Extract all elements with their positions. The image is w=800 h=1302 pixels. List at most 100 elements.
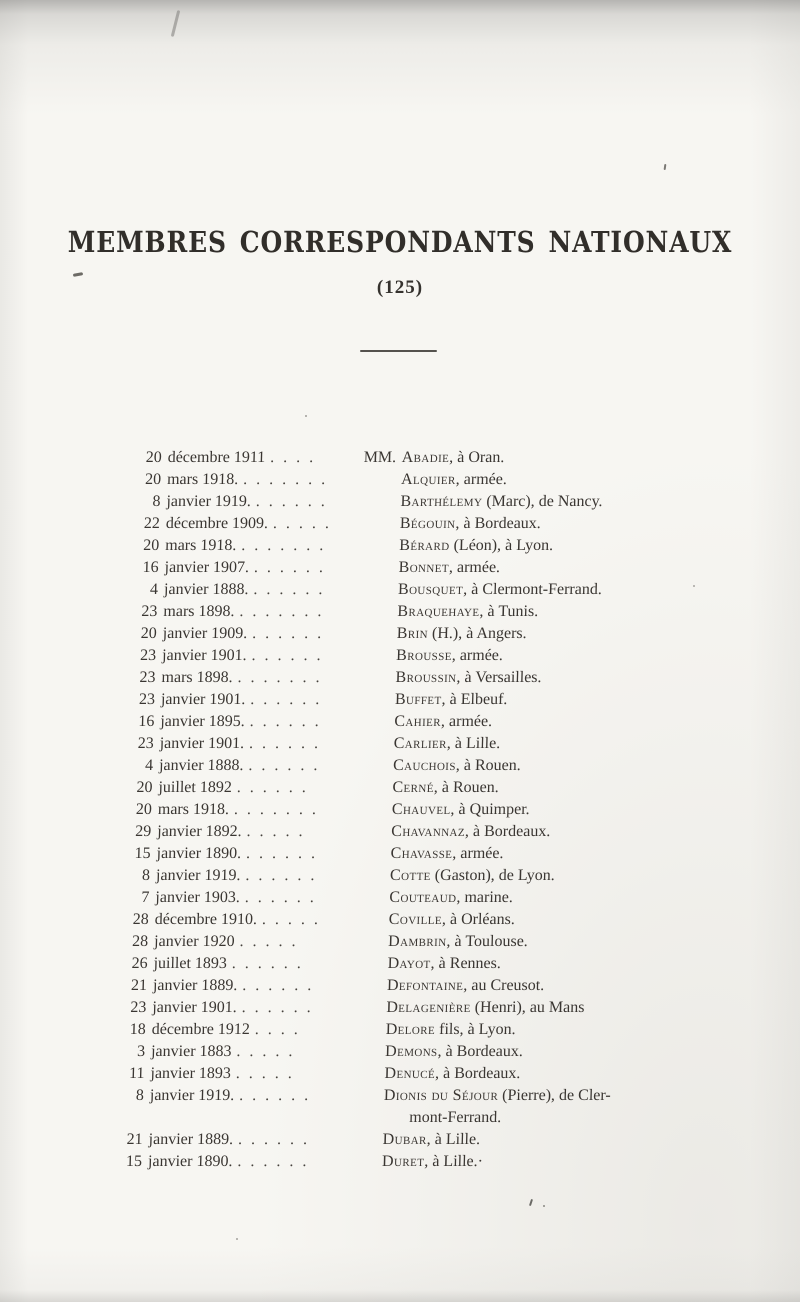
leader-dots: . . . . . . [253,581,326,598]
list-item: 3 janvier 1883. . . . . Demons, à Bordeau… [123,1041,754,1063]
entry-member: Brousse, armée. [396,645,765,667]
member-surname: Buffet [394,691,442,708]
member-surname: Chavasse [390,845,453,862]
member-detail: , à Rouen. [455,757,521,774]
entry-member: Duret, à Lille.· [382,1151,751,1173]
list-item: 8 janvier 1919.. . . . . . Cotte (Gaston)… [128,865,759,887]
entry-month-year: mars 1898. [163,603,235,620]
member-surname: Defontaine [386,977,464,994]
paper-speck [693,585,695,587]
entry-member: Bégouin, à Bordeaux. [400,513,769,535]
entry-date: 16 janvier 1907.. . . . . . [136,557,399,579]
leader-dots: . . . . . . [253,559,326,576]
entry-day: 28 [132,911,150,928]
entry-member: Chavasse, armée. [390,843,759,865]
entry-date: 23 janvier 1901.. . . . . . [131,733,394,755]
leader-dots: . . . . . [239,933,299,950]
entry-date: 21 janvier 1889.. . . . . . [120,1129,383,1151]
entry-date: 8 janvier 1919.. . . . . . [138,491,401,513]
list-item: 4 janvier 1888.. . . . . . Bousquet, à Cl… [136,579,767,601]
member-detail: (H.), à Angers. [427,625,527,642]
entry-day: 20 [144,471,162,488]
entry-month-year: janvier 1920 [153,933,235,950]
member-detail: , armée. [452,845,504,862]
entry-date: 23 mars 1898.. . . . . . . [135,601,398,623]
list-item: 20 juillet 1892. . . . . . Cerné, à Rouen… [130,777,761,799]
entry-date: 4 janvier 1888.. . . . . . [136,579,399,601]
member-surname: Duret [381,1153,425,1170]
entry-month-year: janvier 1895. [160,713,245,730]
entry-month-year: janvier 1888. [163,581,249,598]
entry-month-year: mars 1918. [166,471,239,488]
entry-date: 16 janvier 1895.. . . . . . [132,711,395,733]
list-item: 22 décembre 1909.. . . . . Bégouin, à Bor… [138,513,769,535]
member-surname: Dambrin [387,933,447,950]
member-detail: , à Orléans. [441,911,516,928]
list-item: 28 décembre 1910.. . . . . Coville, à Orl… [126,909,757,931]
entry-day: 20 [135,801,153,818]
entry-member: Bousquet, à Clermont-Ferrand. [398,579,767,601]
list-item: 4 janvier 1888.. . . . . . Cauchois, à Ro… [131,755,762,777]
list-item: 11 janvier 1893. . . . . Denucé, à Bordea… [122,1063,753,1085]
member-surname: Couteaud [389,889,457,906]
entry-day: 20 [140,625,158,642]
entry-day: 28 [131,933,149,950]
entry-day: 11 [128,1065,145,1082]
ink-speck [528,1198,534,1207]
entry-month-year: janvier 1919. [149,1087,235,1104]
pen-slash-mark [170,10,181,37]
entry-month-year: janvier 1903. [155,889,241,906]
entry-member: Bérard (Léon), à Lyon. [399,535,768,557]
list-item: 23 mars 1898.. . . . . . . Broussin, à Ve… [133,667,764,689]
entry-day: 15 [125,1153,143,1170]
entry-day: 8 [141,867,151,884]
leader-dots: . . . . . . [245,845,318,862]
leader-dots: . . . . . . [255,493,328,510]
leader-dots: . . . . . . [248,757,321,774]
leader-dots: . . . . . . [251,625,324,642]
entry-day: 22 [143,515,161,532]
separator-rule [360,350,437,352]
member-detail: , à Quimper. [450,801,530,818]
leader-dots: . . . . . . . [242,471,328,488]
entry-member: Coville, à Orléans. [388,909,757,931]
member-detail: (Pierre), de Cler- [497,1087,611,1104]
entry-month-year: janvier 1889. [152,977,238,994]
entry-member: Dayot, à Rennes. [387,953,756,975]
entry-member: Braquehaye, à Tunis. [397,601,766,623]
leader-dots: . . . . . . [248,735,321,752]
member-surname: Carlier [393,735,448,752]
member-surname: Denucé [384,1065,436,1082]
leader-dots: . . . . . . [237,1153,310,1170]
entry-member: Broussin, à Versailles. [395,667,764,689]
entry-day: 23 [130,999,147,1016]
leader-dots: . . . . . . [250,691,323,708]
list-item: 20 mars 1918.. . . . . . . Chauvel, à Qui… [130,799,761,821]
member-surname: Brousse [395,647,453,664]
entry-member: Cahier, armée. [394,711,763,733]
entry-date: 20 juillet 1892. . . . . . [130,777,393,799]
member-surname: Delore [385,1021,436,1038]
member-surname: Bérard [399,537,450,554]
entry-member: Delagenière (Henri), au Mans [386,997,755,1019]
list-item: 20 décembre 1911. . . . MM. Abadie, à Oran… [139,447,770,469]
member-surname: Bégouin [399,515,456,532]
entry-month-year: janvier 1890. [147,1153,233,1170]
entry-day: 26 [131,955,148,972]
member-detail: , à Rennes. [430,955,502,972]
entry-month-year: janvier 1883 [150,1043,232,1060]
leader-dots: . . . . . [246,823,306,840]
entry-date: 8 janvier 1919.. . . . . . [121,1085,384,1129]
entry-month-year: janvier 1901. [159,735,245,752]
member-detail: , à Lille. [426,1131,481,1148]
entry-member: Defontaine, au Creusot. [387,975,756,997]
entry-day: 16 [142,559,159,576]
member-surname: Coville [388,911,443,928]
entry-day: 4 [149,581,159,598]
list-item: 21 janvier 1889.. . . . . . Defontaine, a… [125,975,756,997]
entry-date: 3 janvier 1883. . . . . [123,1041,386,1063]
list-item: 15 janvier 1890.. . . . . . Chavasse, arm… [128,843,759,865]
entry-month-year: décembre 1912 [151,1021,251,1038]
leader-dots: . . . . . [261,911,321,928]
entry-member: Cotte (Gaston), de Lyon. [390,865,759,887]
